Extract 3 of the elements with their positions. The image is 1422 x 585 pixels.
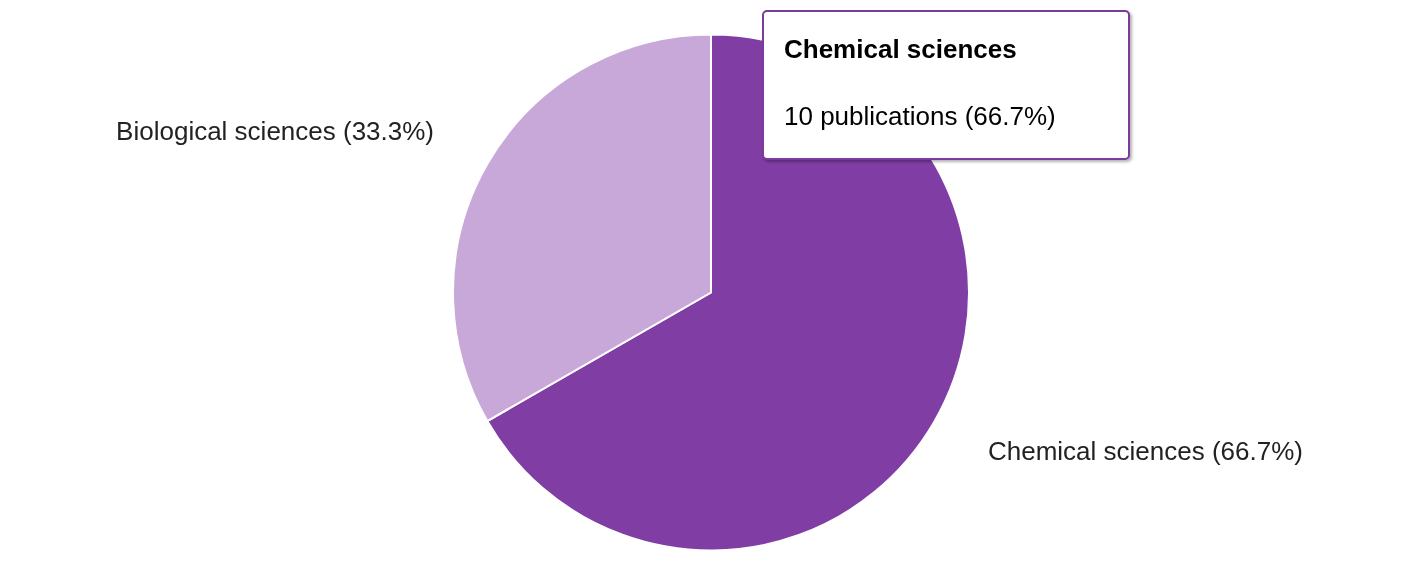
- slice-label: Chemical sciences (66.7%): [987, 436, 1303, 467]
- tooltip-box: Chemical sciences 10 publications (66.7%): [762, 10, 1130, 160]
- slice-label: Biological sciences (33.3%): [116, 115, 435, 146]
